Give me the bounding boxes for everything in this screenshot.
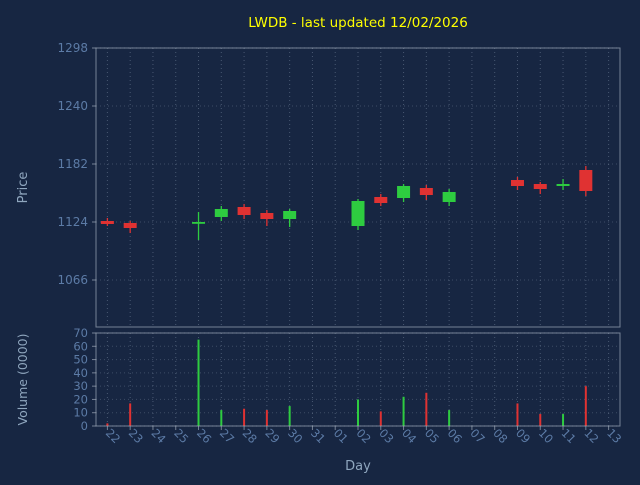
volume-tick-label: 30 xyxy=(73,379,88,393)
candle-body-04 xyxy=(397,186,411,198)
candle-body-29 xyxy=(260,213,274,219)
x-tick-label: 13 xyxy=(604,426,624,446)
axes-frame xyxy=(95,47,621,328)
x-tick-label: 04 xyxy=(399,426,419,446)
candle-body-22 xyxy=(100,221,114,224)
x-tick-label: 09 xyxy=(513,426,533,446)
volume-tick-label: 20 xyxy=(73,392,88,406)
price-axis-label: Price xyxy=(16,172,31,204)
candle-body-05 xyxy=(419,188,433,195)
candle-body-06 xyxy=(442,192,456,202)
x-tick-label: 06 xyxy=(445,426,465,446)
x-tick-label: 22 xyxy=(103,426,123,446)
volume-tick-label: 70 xyxy=(73,326,88,340)
x-tick-label: 30 xyxy=(285,426,305,446)
candle-body-02 xyxy=(351,201,365,226)
price-tick-label: 1066 xyxy=(57,273,88,287)
volume-tick-label: 50 xyxy=(73,353,88,367)
candle-body-23 xyxy=(123,223,137,228)
x-tick-label: 08 xyxy=(490,426,510,446)
x-tick-label: 12 xyxy=(581,426,601,446)
x-tick-label: 03 xyxy=(376,426,396,446)
candle-body-11 xyxy=(556,184,570,186)
price-tick-label: 1182 xyxy=(57,157,88,171)
candle-body-03 xyxy=(374,197,388,203)
price-tick-label: 1298 xyxy=(57,41,88,55)
day-axis-label: Day xyxy=(345,459,371,474)
volume-tick-label: 40 xyxy=(73,366,88,380)
x-tick-label: 11 xyxy=(559,426,579,446)
candle-body-28 xyxy=(237,207,251,215)
x-tick-label: 31 xyxy=(308,426,328,446)
candle-body-26 xyxy=(192,222,206,224)
x-tick-label: 01 xyxy=(331,426,351,446)
volume-tick-label: 10 xyxy=(73,406,88,420)
x-tick-label: 07 xyxy=(467,426,487,446)
x-tick-label: 28 xyxy=(240,426,260,446)
x-tick-label: 25 xyxy=(171,426,191,446)
volume-axis-label: Volume (0000) xyxy=(15,333,30,425)
x-tick-label: 05 xyxy=(422,426,442,446)
x-tick-label: 29 xyxy=(262,426,282,446)
x-tick-label: 02 xyxy=(354,426,374,446)
x-tick-label: 26 xyxy=(194,426,214,446)
candle-body-12 xyxy=(579,170,593,191)
price-tick-label: 1240 xyxy=(57,99,88,113)
price-tick-label: 1124 xyxy=(57,215,88,229)
volume-tick-label: 0 xyxy=(81,419,88,433)
x-tick-label: 27 xyxy=(217,426,237,446)
candle-body-10 xyxy=(533,184,547,189)
x-tick-label: 23 xyxy=(126,426,146,446)
x-tick-label: 10 xyxy=(536,426,556,446)
chart-title: LWDB - last updated 12/02/2026 xyxy=(248,15,468,31)
candle-body-27 xyxy=(214,209,228,217)
candle-body-30 xyxy=(283,211,297,219)
volume-tick-label: 60 xyxy=(73,339,88,353)
x-tick-label: 24 xyxy=(148,426,168,446)
candle-body-09 xyxy=(510,180,524,186)
